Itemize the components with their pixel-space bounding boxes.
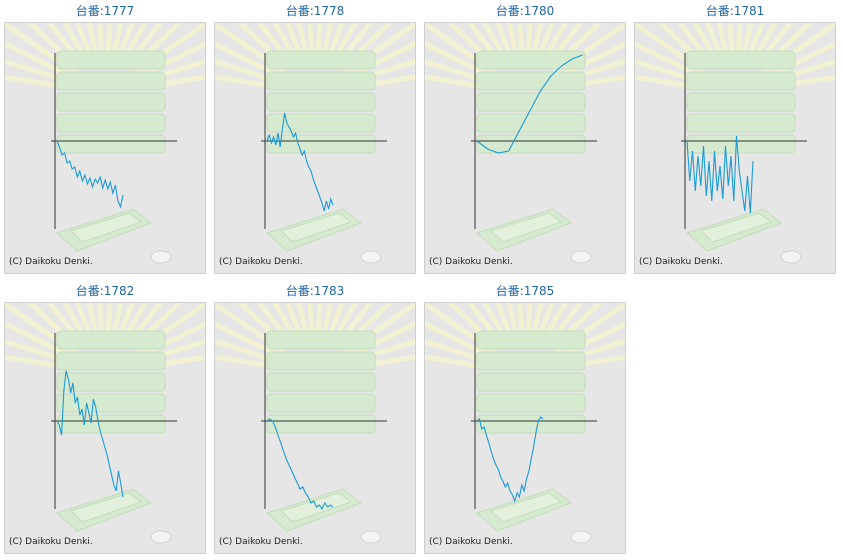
- chart-title[interactable]: 台番:1777: [75, 4, 135, 18]
- copyright-text: (C) Daikoku Denki.: [219, 537, 303, 547]
- tray-decoration: [476, 208, 592, 264]
- box-stack-decoration: [686, 50, 796, 154]
- tray-decoration: [56, 208, 172, 264]
- box-stack-decoration: [266, 330, 376, 434]
- tray-decoration: [266, 488, 382, 544]
- box-stack-decoration: [476, 50, 586, 154]
- copyright-text: (C) Daikoku Denki.: [639, 257, 723, 267]
- line-chart: [215, 303, 415, 544]
- chart-cell: 台番:1780 (C) Daikoku Denki.: [420, 0, 630, 276]
- box-stack-decoration: [56, 330, 166, 434]
- chart-tile: (C) Daikoku Denki.: [4, 302, 206, 554]
- tray-decoration: [686, 208, 802, 264]
- box-stack-decoration: [266, 50, 376, 154]
- series-line: [56, 370, 124, 498]
- line-chart: [5, 303, 205, 544]
- copyright-text: (C) Daikoku Denki.: [429, 257, 513, 267]
- series-line: [266, 112, 334, 212]
- chart-cell: 台番:1781 (C) Daikoku Denki.: [630, 0, 840, 276]
- line-chart: [215, 23, 415, 264]
- chart-cell: 台番:1783 (C) Daikoku Denki.: [210, 280, 420, 556]
- chart-tile: (C) Daikoku Denki.: [4, 22, 206, 274]
- tray-decoration: [266, 208, 382, 264]
- line-chart: [425, 23, 625, 264]
- box-stack-decoration: [56, 50, 166, 154]
- chart-tile: (C) Daikoku Denki.: [214, 22, 416, 274]
- series-line: [476, 416, 544, 503]
- chart-tile: (C) Daikoku Denki.: [424, 302, 626, 554]
- chart-cell: 台番:1785 (C) Daikoku Denki.: [420, 280, 630, 556]
- series-line: [56, 140, 124, 209]
- chart-title[interactable]: 台番:1785: [495, 284, 555, 298]
- chart-title[interactable]: 台番:1783: [285, 284, 345, 298]
- line-chart: [5, 23, 205, 264]
- tray-decoration: [56, 488, 172, 544]
- chart-cell: 台番:1782 (C) Daikoku Denki.: [0, 280, 210, 556]
- box-stack-decoration: [476, 330, 586, 434]
- chart-tile: (C) Daikoku Denki.: [424, 22, 626, 274]
- series-line: [476, 54, 583, 154]
- chart-title[interactable]: 台番:1782: [75, 284, 135, 298]
- chart-tile: (C) Daikoku Denki.: [214, 302, 416, 554]
- copyright-text: (C) Daikoku Denki.: [9, 257, 93, 267]
- line-chart: [635, 23, 835, 264]
- chart-tile: (C) Daikoku Denki.: [634, 22, 836, 274]
- tray-decoration: [476, 488, 592, 544]
- chart-title[interactable]: 台番:1781: [705, 4, 765, 18]
- chart-cell: 台番:1778 (C) Daikoku Denki.: [210, 0, 420, 276]
- copyright-text: (C) Daikoku Denki.: [9, 537, 93, 547]
- line-chart: [425, 303, 625, 544]
- chart-cell: 台番:1777 (C) Daikoku Denki.: [0, 0, 210, 276]
- chart-title[interactable]: 台番:1778: [285, 4, 345, 18]
- series-line: [686, 135, 754, 214]
- series-line: [266, 418, 334, 511]
- chart-title[interactable]: 台番:1780: [495, 4, 555, 18]
- copyright-text: (C) Daikoku Denki.: [219, 257, 303, 267]
- copyright-text: (C) Daikoku Denki.: [429, 537, 513, 547]
